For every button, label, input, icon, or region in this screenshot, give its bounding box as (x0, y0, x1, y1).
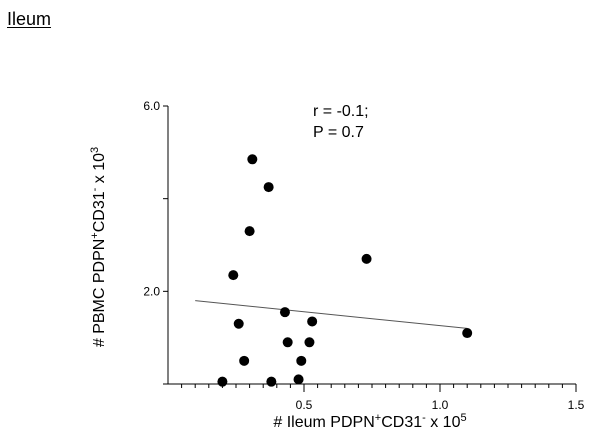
panel-title: Ileum (7, 9, 52, 29)
data-point (296, 355, 307, 366)
axis-title-part: # Ileum PDPN (273, 414, 374, 431)
axis-title-superscript: + (375, 412, 381, 424)
data-point (244, 226, 255, 237)
data-point (239, 355, 250, 366)
data-point (266, 376, 277, 387)
y-tick-label: 6.0 (143, 99, 160, 113)
y-tick-label: 2.0 (143, 284, 160, 298)
axis-title-superscript: 5 (460, 412, 466, 424)
data-point (361, 253, 372, 264)
x-ticks: 0.5 1.0 1.5 (181, 384, 585, 412)
x-tick-label: 1.5 (568, 398, 585, 412)
regression-line (195, 300, 468, 329)
data-point (247, 154, 258, 165)
data-point (263, 182, 274, 193)
y-ticks: 2.0 6.0 (143, 99, 168, 385)
x-axis: 0.5 1.0 1.5 # Ileum PDPN+CD31- x 105 (168, 383, 585, 431)
y-axis: 2.0 6.0 # PBMC PDPN+CD31- x 103 (89, 99, 169, 385)
data-point (304, 337, 315, 348)
axis-title-superscript: - (89, 187, 101, 191)
data-point (217, 376, 228, 387)
axis-title-part: x 10 (91, 153, 108, 188)
y-axis-title: # PBMC PDPN+CD31- x 103 (89, 147, 108, 347)
data-point (307, 316, 318, 327)
axis-title-part: x 10 (426, 414, 461, 431)
x-axis-title: # Ileum PDPN+CD31- x 105 (273, 412, 466, 431)
correlation-r: r = -0.1; (313, 103, 369, 120)
data-point (293, 374, 304, 385)
data-point (228, 270, 239, 281)
p-value: P = 0.7 (313, 124, 364, 141)
trend-line-group (195, 300, 468, 329)
data-point (279, 307, 290, 318)
x-tick-label: 0.5 (296, 398, 313, 412)
axis-title-part: CD31 (381, 414, 422, 431)
x-tick-label: 1.0 (432, 398, 449, 412)
axis-title-superscript: - (422, 412, 426, 424)
axis-title-superscript: + (89, 232, 101, 238)
axis-title-part: # PBMC PDPN (91, 239, 108, 347)
stats-annotation: r = -0.1; P = 0.7 (313, 103, 369, 141)
axis-title-superscript: 3 (89, 147, 101, 153)
axis-title-part: CD31 (91, 191, 108, 232)
data-points (217, 154, 473, 387)
data-point (282, 337, 293, 348)
data-point (233, 318, 244, 329)
data-point (462, 328, 473, 339)
